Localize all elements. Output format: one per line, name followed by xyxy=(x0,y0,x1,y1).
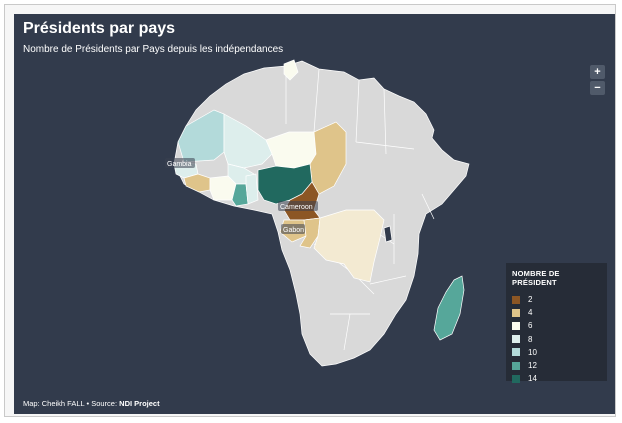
legend-swatch xyxy=(512,361,520,370)
legend-item: 12 xyxy=(512,359,601,372)
legend-item: 2 xyxy=(512,293,601,306)
legend-label: 6 xyxy=(528,321,533,331)
svg-text:Gabon: Gabon xyxy=(283,227,304,234)
legend-swatch xyxy=(512,308,520,317)
country-chad[interactable] xyxy=(309,121,347,195)
legend-swatch xyxy=(512,335,520,344)
map-subtitle: Nombre de Présidents par Pays depuis les… xyxy=(23,44,284,55)
legend-swatch xyxy=(512,295,520,304)
svg-text:Gambia: Gambia xyxy=(167,161,192,168)
legend-item: 8 xyxy=(512,333,601,346)
zoom-in-button[interactable]: + xyxy=(590,65,605,79)
legend-item: 6 xyxy=(512,319,601,332)
zoom-out-button[interactable]: − xyxy=(590,81,605,95)
legend-swatch xyxy=(512,348,520,357)
legend-label: 2 xyxy=(528,295,533,305)
label-gabon: Gabon xyxy=(281,224,305,234)
legend-items: 2 4 6 8 10 12 14 xyxy=(512,293,601,385)
legend-label: 14 xyxy=(528,374,537,384)
credit-prefix: Map: Cheikh FALL • Source: xyxy=(23,399,120,408)
legend-swatch xyxy=(512,321,520,330)
country-drc[interactable] xyxy=(313,209,385,283)
map-panel: Gambia Cameroon Gabon Présidents par pay… xyxy=(14,14,615,414)
legend-label: 8 xyxy=(528,334,533,344)
legend-label: 4 xyxy=(528,308,533,318)
africa-map[interactable]: Gambia Cameroon Gabon xyxy=(14,14,615,414)
country-burundi[interactable] xyxy=(383,225,393,243)
legend: NOMBRE DE PRÉSIDENT 2 4 6 8 10 12 14 xyxy=(506,263,607,383)
legend-title: NOMBRE DE PRÉSIDENT xyxy=(512,269,560,287)
legend-item: 14 xyxy=(512,372,601,385)
country-madagascar[interactable] xyxy=(433,275,465,341)
country-benin[interactable] xyxy=(245,173,259,205)
legend-item: 4 xyxy=(512,306,601,319)
africa-continent[interactable] xyxy=(173,60,470,367)
legend-label: 12 xyxy=(528,361,537,371)
legend-item: 10 xyxy=(512,346,601,359)
legend-label: 10 xyxy=(528,347,537,357)
country-tunisia[interactable] xyxy=(283,59,299,81)
credit-source[interactable]: NDI Project xyxy=(119,399,160,408)
svg-text:Cameroon: Cameroon xyxy=(280,204,313,211)
country-ghana[interactable] xyxy=(231,183,249,207)
country-mauritania[interactable] xyxy=(177,109,225,163)
label-cameroon: Cameroon xyxy=(278,201,318,211)
legend-swatch xyxy=(512,374,520,383)
map-title: Présidents par pays xyxy=(23,20,176,37)
credit-line: Map: Cheikh FALL • Source: NDI Project xyxy=(23,399,160,408)
country-guinea[interactable] xyxy=(183,173,211,193)
map-frame: Gambia Cameroon Gabon Présidents par pay… xyxy=(4,4,616,417)
label-gambia: Gambia xyxy=(165,158,195,168)
country-mali[interactable] xyxy=(223,113,273,169)
